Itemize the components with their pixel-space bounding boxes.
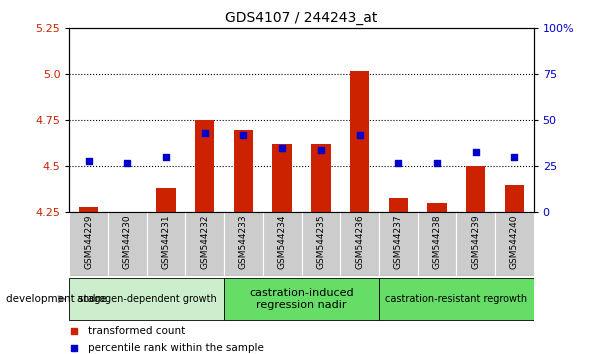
Text: GSM544233: GSM544233 xyxy=(239,214,248,269)
Bar xyxy=(417,212,456,276)
Point xyxy=(200,130,210,136)
Bar xyxy=(388,198,408,212)
Text: percentile rank within the sample: percentile rank within the sample xyxy=(88,343,264,353)
Text: GSM544230: GSM544230 xyxy=(123,214,132,269)
Bar xyxy=(263,212,302,276)
Text: GSM544229: GSM544229 xyxy=(84,214,93,269)
Text: GSM544232: GSM544232 xyxy=(200,214,209,269)
Text: transformed count: transformed count xyxy=(88,326,185,336)
Point xyxy=(239,132,248,138)
Bar xyxy=(224,212,263,276)
Bar xyxy=(108,212,147,276)
Bar xyxy=(340,212,379,276)
Text: androgen-dependent growth: androgen-dependent growth xyxy=(77,294,216,304)
Point xyxy=(355,132,364,138)
Bar xyxy=(234,130,253,212)
Text: GSM544237: GSM544237 xyxy=(394,214,403,269)
Bar xyxy=(379,212,417,276)
Point xyxy=(84,158,93,164)
Point xyxy=(432,160,442,166)
Point xyxy=(393,160,403,166)
Bar xyxy=(186,212,224,276)
Text: GSM544240: GSM544240 xyxy=(510,214,519,269)
Text: development stage: development stage xyxy=(6,294,107,304)
Bar xyxy=(79,207,98,212)
Bar xyxy=(69,278,224,320)
Bar xyxy=(466,166,485,212)
Point xyxy=(277,145,287,151)
Bar xyxy=(428,203,447,212)
Point xyxy=(316,147,326,153)
Bar xyxy=(273,144,292,212)
Text: GSM544231: GSM544231 xyxy=(162,214,171,269)
Bar xyxy=(311,144,330,212)
Bar xyxy=(147,212,186,276)
Bar xyxy=(505,185,524,212)
Bar xyxy=(302,212,340,276)
Text: GSM544238: GSM544238 xyxy=(432,214,441,269)
Text: castration-induced
regression nadir: castration-induced regression nadir xyxy=(249,288,354,310)
Point xyxy=(471,149,481,154)
Text: GSM544234: GSM544234 xyxy=(277,214,286,269)
Text: GSM544239: GSM544239 xyxy=(471,214,480,269)
Point xyxy=(510,154,519,160)
Bar xyxy=(156,188,175,212)
Bar xyxy=(224,278,379,320)
Point xyxy=(122,160,132,166)
Bar xyxy=(350,71,369,212)
Text: GDS4107 / 244243_at: GDS4107 / 244243_at xyxy=(226,11,377,25)
Bar xyxy=(379,278,534,320)
Bar xyxy=(195,120,215,212)
Text: GSM544235: GSM544235 xyxy=(317,214,326,269)
Text: castration-resistant regrowth: castration-resistant regrowth xyxy=(385,294,528,304)
Point xyxy=(161,154,171,160)
Bar xyxy=(456,212,495,276)
Bar xyxy=(69,212,108,276)
Text: GSM544236: GSM544236 xyxy=(355,214,364,269)
Bar xyxy=(495,212,534,276)
